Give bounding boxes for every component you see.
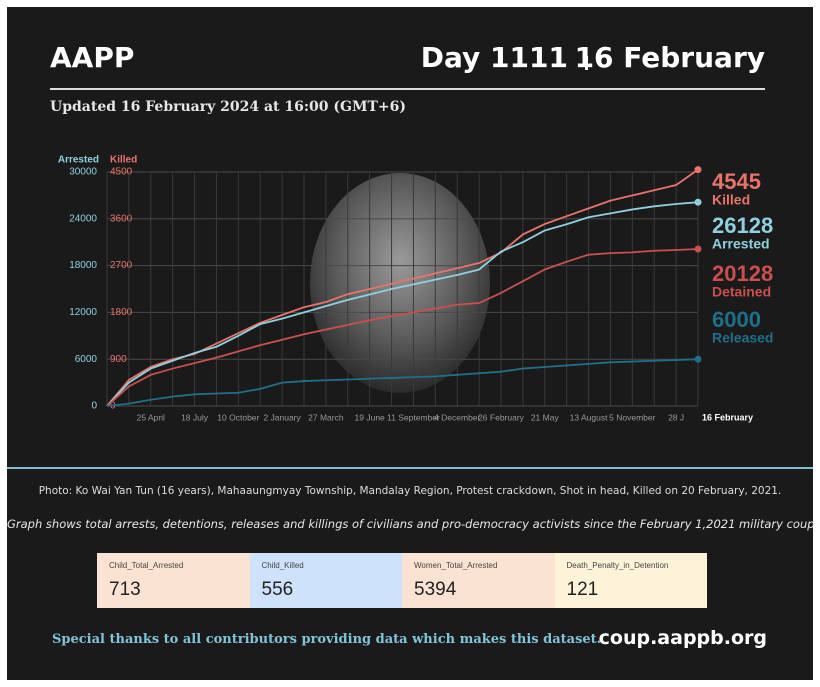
end-value: 6000 xyxy=(712,307,761,332)
chart: 0600012000180002400030000090018002700360… xyxy=(58,155,774,423)
end-dot xyxy=(694,245,702,253)
series-line xyxy=(106,201,699,407)
end-dot xyxy=(694,166,702,174)
y2-tick-label: 3600 xyxy=(110,213,133,224)
stat-card: Child_Total_Arrested 713 xyxy=(97,553,250,608)
card-label: Child_Killed xyxy=(261,561,304,570)
card-label: Child_Total_Arrested xyxy=(109,561,184,570)
series-line xyxy=(106,248,699,407)
y2-tick-label: 4500 xyxy=(110,167,133,178)
photo xyxy=(310,173,490,393)
x-tick-label: 2 January xyxy=(263,412,301,422)
photo-caption: Photo: Ko Wai Yan Tun (16 years), Mahaau… xyxy=(38,485,782,497)
x-tick-label: 5 November xyxy=(609,412,655,422)
description: Graph shows total arrests, detentions, r… xyxy=(7,517,819,531)
y-tick-label: 12000 xyxy=(69,307,97,318)
thanks: Special thanks to all contributors provi… xyxy=(52,632,602,647)
end-value: 20128 xyxy=(712,261,773,286)
end-name: Arrested xyxy=(712,236,770,252)
x-tick-label: 26 February xyxy=(478,412,525,422)
y-tick-label: 30000 xyxy=(69,167,97,178)
divider xyxy=(7,467,813,469)
x-tick-label: 27 March xyxy=(308,412,344,422)
header-date: 16 February xyxy=(574,41,765,74)
end-dot xyxy=(694,355,702,363)
card-value: 713 xyxy=(109,579,141,600)
rule xyxy=(50,88,765,90)
x-tick-label: 21 May xyxy=(531,412,560,422)
stat-card: Child_Killed 556 xyxy=(249,553,402,608)
separator xyxy=(585,56,588,70)
x-tick-label: 11 September xyxy=(387,412,440,422)
x-tick-label: 13 August xyxy=(570,412,608,422)
x-tick-label: 28 J xyxy=(668,412,684,422)
end-name: Killed xyxy=(712,192,750,208)
x-tick-label: 25 April xyxy=(137,412,165,422)
x-tick-label: 4 December xyxy=(434,412,480,422)
end-value: 26128 xyxy=(712,213,773,238)
y-tick-label: 24000 xyxy=(69,213,97,224)
day-count: Day 1111 xyxy=(420,41,568,74)
x-tick-label: 10 October xyxy=(217,412,259,422)
y-tick-label: 0 xyxy=(91,401,97,412)
card-label: Death_Penalty_in_Detention xyxy=(566,561,669,570)
card-value: 556 xyxy=(261,579,294,600)
y-tick-label: 18000 xyxy=(69,260,97,271)
end-dot xyxy=(694,198,702,206)
series-line xyxy=(106,168,699,407)
y2-tick-label: 900 xyxy=(110,354,127,365)
stat-card: Women_Total_Arrested 5394 xyxy=(402,553,555,608)
series-line xyxy=(106,358,699,407)
card-label: Women_Total_Arrested xyxy=(414,561,498,570)
y-tick-label: 6000 xyxy=(75,354,98,365)
end-name: Detained xyxy=(712,284,771,300)
card-value: 121 xyxy=(566,579,599,600)
card-value: 5394 xyxy=(414,579,457,600)
y-axis-title: Arrested xyxy=(58,155,99,166)
panel: AAPP Day 1111 16 February Updated 16 Feb… xyxy=(7,7,819,680)
x-tick-label: 16 February xyxy=(702,412,753,422)
stat-cards: Child_Total_Arrested 713 Child_Killed 556 Wo… xyxy=(97,553,707,608)
url: coup.aappb.org xyxy=(598,627,767,649)
y2-tick-label: 1800 xyxy=(110,307,133,318)
stat-card: Death_Penalty_in_Detention 121 xyxy=(554,553,707,608)
x-tick-label: 19 June xyxy=(355,412,386,422)
end-value: 4545 xyxy=(712,169,761,194)
updated: Updated 16 February 2024 at 16:00 (GMT+6… xyxy=(50,99,406,115)
end-name: Released xyxy=(712,330,773,346)
org-title: AAPP xyxy=(50,41,135,74)
x-tick-label: 18 July xyxy=(181,412,209,422)
y2-axis-title: Killed xyxy=(110,155,137,166)
y2-tick-label: 2700 xyxy=(110,260,133,271)
